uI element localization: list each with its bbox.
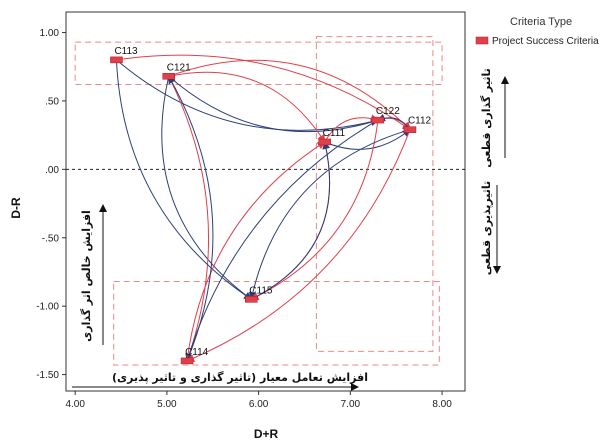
y-tick-label: -.50 [42, 233, 60, 244]
data-points: C113 C121 C122 C112 C111 C115 C114 [110, 46, 432, 365]
region-boxes [74, 36, 443, 366]
x-tick-label: 8.00 [432, 399, 452, 410]
point-label-c121: C121 [167, 62, 191, 73]
link-c121-c112 [168, 59, 411, 131]
point-c112 [403, 126, 417, 133]
link-c112-c114 [186, 129, 411, 362]
influence-links [115, 54, 411, 362]
link-c122-c115 [250, 120, 379, 300]
link-c115-c111 [251, 141, 331, 300]
y-tick-label: -1.50 [36, 370, 59, 381]
legend-swatch [475, 36, 489, 45]
point-label-c122: C122 [376, 106, 400, 117]
point-c122 [371, 116, 385, 124]
x-tick-label: 7.00 [341, 399, 361, 410]
region-box-2 [315, 36, 434, 352]
y-axis-title: D-R [9, 197, 23, 219]
region-box-1 [74, 41, 443, 86]
point-c114 [180, 357, 194, 365]
annotation-right-top: تاثیر گذاری قطعی [480, 68, 493, 168]
legend-title: Criteria Type [510, 16, 572, 28]
point-c121 [162, 73, 175, 80]
link-c121-c122 [168, 75, 379, 133]
link-c121-c114 [168, 76, 209, 362]
y-tick-label: .50 [45, 96, 59, 107]
link-c113-c122 [116, 59, 379, 131]
link-c121-c115 [161, 76, 253, 300]
point-label-c111: C111 [323, 128, 346, 139]
point-label-c112: C112 [408, 116, 432, 127]
link-c112-c115 [248, 129, 411, 301]
legend-entry: Project Success Criteria [492, 36, 599, 47]
y-tick-label: 1.00 [40, 28, 60, 39]
point-label-c115: C115 [249, 285, 273, 296]
link-c114-c111 [186, 141, 326, 361]
link-c121-c111 [168, 71, 326, 143]
link-c114-c121 [168, 75, 214, 362]
y-tick-label: .00 [45, 165, 59, 176]
link-c111-c122 [324, 114, 379, 143]
annotation-bottom: افزایش تعامل معیار (تاثیر گذاری و تاثیر … [112, 371, 368, 384]
link-c113-c112 [116, 54, 411, 131]
link-c122-c114 [185, 119, 379, 362]
x-tick-label: 6.00 [249, 399, 269, 410]
annotation-right-bottom: تاثیرپذیری قطعی [480, 181, 493, 275]
annotation-left-vertical: افزایش خالص اثر گذاری [80, 210, 93, 342]
region-box-3 [113, 281, 440, 366]
x-axis-title: D+R [254, 427, 279, 441]
link-c113-c115 [115, 59, 253, 300]
x-tick-label: 4.00 [65, 399, 85, 410]
y-tick-label: -1.00 [36, 302, 59, 313]
link-c111-c112 [324, 129, 411, 150]
y-axis-ticks: 1.00 .50 .00 -.50 -1.00 -1.50 [36, 28, 66, 381]
plot-area [65, 11, 466, 392]
point-c115 [245, 296, 258, 303]
point-label-c114: C114 [185, 347, 209, 358]
x-tick-label: 5.00 [157, 399, 177, 410]
x-axis-ticks: 4.00 5.00 6.00 7.00 8.00 [65, 391, 452, 410]
point-c113 [110, 56, 123, 64]
point-c111 [318, 138, 331, 146]
point-label-c113: C113 [114, 46, 138, 57]
